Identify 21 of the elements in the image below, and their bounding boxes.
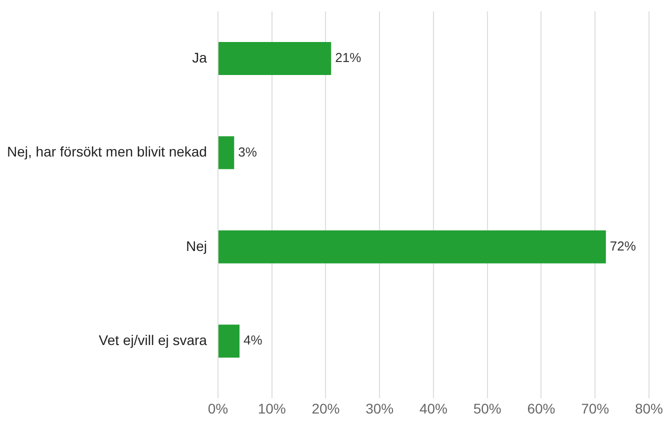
data-label: 3% xyxy=(238,144,258,160)
x-tick-label: 0% xyxy=(208,400,228,416)
bar xyxy=(218,42,332,75)
bar xyxy=(218,136,234,170)
y-tick-label: Vet ej/vill ej svara xyxy=(98,332,208,348)
data-label: 21% xyxy=(335,50,362,66)
bar xyxy=(218,230,606,264)
x-tick-label: 60% xyxy=(527,400,556,416)
x-tick-label: 20% xyxy=(312,400,340,416)
data-label: 72% xyxy=(610,238,636,254)
data-label: 4% xyxy=(244,332,263,348)
y-tick-label: Ja xyxy=(192,49,208,66)
y-tick-label: Nej xyxy=(186,238,207,254)
x-tick-label: 80% xyxy=(634,400,664,416)
x-tick-label: 10% xyxy=(258,400,286,416)
y-tick-label: Nej, har försökt men blivit nekad xyxy=(6,144,207,160)
x-tick-label: 50% xyxy=(473,400,502,416)
x-tick-label: 30% xyxy=(366,400,394,416)
x-tick-label: 70% xyxy=(581,400,610,416)
bar xyxy=(218,324,240,358)
x-tick-label: 40% xyxy=(419,400,448,416)
